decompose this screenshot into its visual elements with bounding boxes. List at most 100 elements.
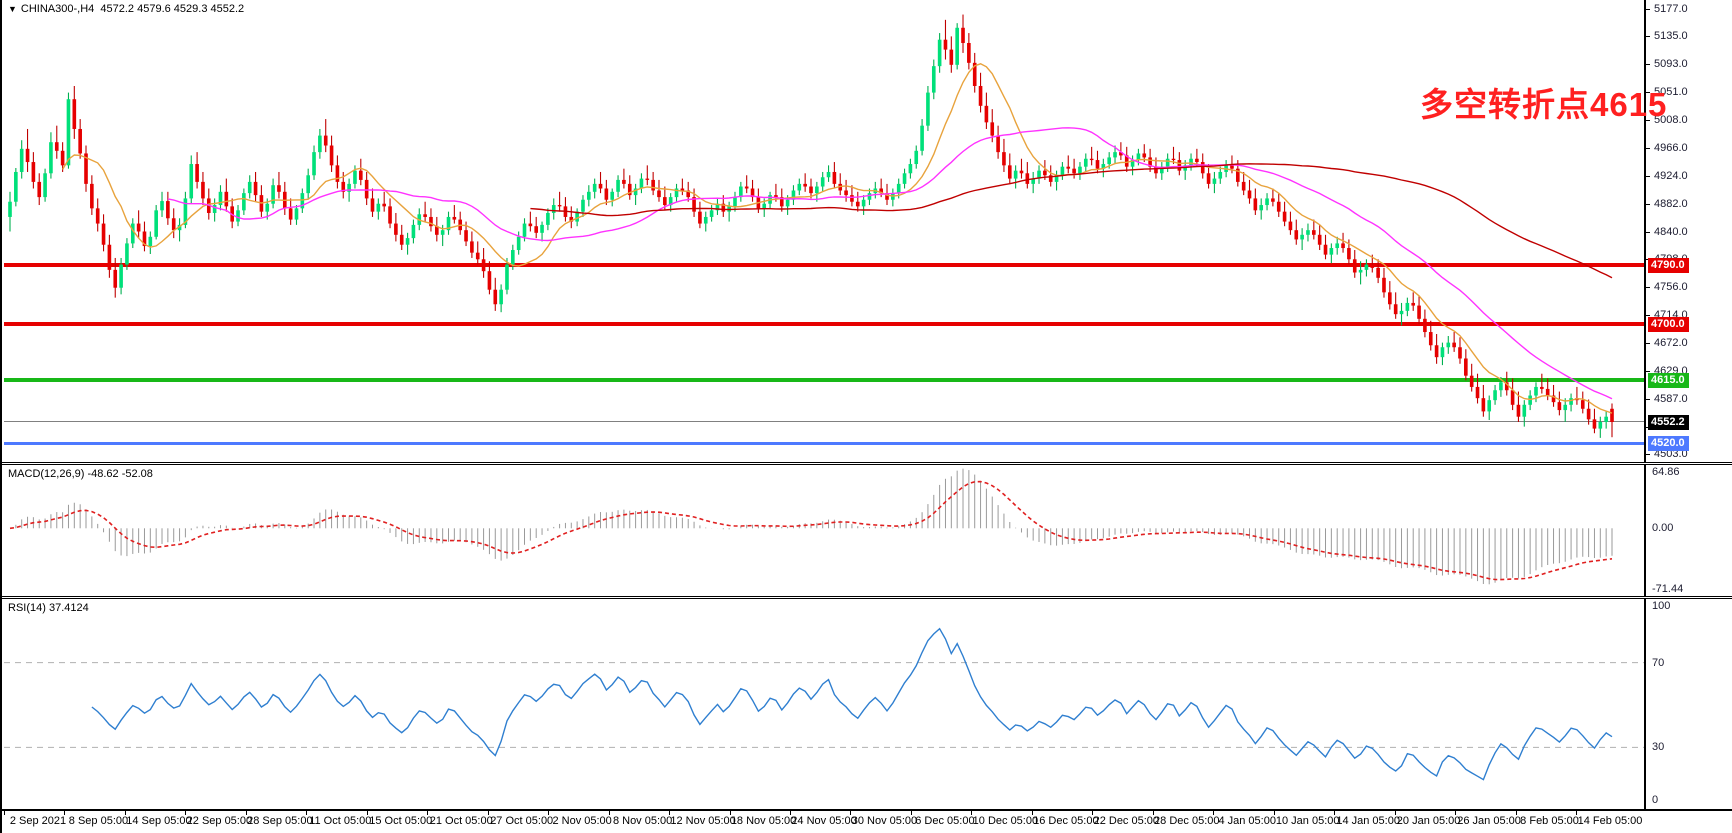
price-axis-tick: 4966.0 (1646, 143, 1688, 154)
time-axis-label: 14 Feb 05:00 (1577, 815, 1643, 827)
time-axis-label: 27 Oct 05:00 (490, 815, 554, 827)
level-line-4615[interactable] (4, 378, 1644, 383)
time-axis-tick (1152, 811, 1154, 815)
time-axis-label: 14 Sep 05:00 (126, 815, 192, 827)
rsi-plot-area[interactable] (4, 599, 1732, 809)
time-axis-label: 8 Sep 05:00 (68, 815, 129, 827)
price-tag-4790[interactable]: 4790.0 (1648, 257, 1689, 273)
time-axis-label: 8 Feb 05:00 (1520, 815, 1579, 827)
macd-axis-tick: -71.44 (1652, 583, 1684, 595)
time-axis-label: 20 Jan 05:00 (1396, 815, 1461, 827)
candlestick-series (8, 14, 1614, 438)
time-axis-tick (850, 811, 852, 815)
time-axis-tick (1092, 811, 1094, 815)
time-axis-label: 18 Nov 05:00 (730, 815, 797, 827)
price-axis[interactable]: 5177.0 5135.0 5093.0 5051.0 5008.0 4966.0 4924… (1644, 0, 1732, 462)
time-axis-label: 8 Nov 05:00 (612, 815, 673, 827)
time-axis-tick (1031, 811, 1033, 815)
time-axis-label: 4 Jan 05:00 (1218, 815, 1276, 827)
price-axis-tick: 5093.0 (1646, 59, 1688, 70)
time-axis-tick (910, 811, 912, 815)
time-axis-tick (729, 811, 731, 815)
price-axis-tick: 4629.0 (1646, 366, 1688, 377)
time-axis-label: 16 Dec 05:00 (1033, 815, 1099, 827)
macd-panel: 64.86 0.00 -71.44 (2, 464, 1732, 597)
price-tag-4615[interactable]: 4615.0 (1648, 373, 1689, 389)
price-tag-4700[interactable]: 4700.0 (1648, 317, 1689, 333)
rsi-axis-tick: 0 (1652, 794, 1659, 806)
macd-plot-area[interactable] (4, 465, 1732, 596)
time-axis-tick (245, 811, 247, 815)
time-axis-tick (669, 811, 671, 815)
level-line-4700[interactable] (4, 322, 1644, 327)
time-axis-tick (1334, 811, 1336, 815)
time-axis-label: 28 Dec 05:00 (1154, 815, 1220, 827)
time-axis-label: 11 Oct 05:00 (309, 815, 372, 827)
time-axis-tick (1213, 811, 1215, 815)
time-axis-label: 30 Nov 05:00 (851, 815, 918, 827)
price-axis-tick: 4714.0 (1646, 309, 1688, 321)
price-axis-tick: 5051.0 (1646, 86, 1688, 98)
time-axis-label: 22 Dec 05:00 (1093, 815, 1160, 827)
time-axis-tick (124, 811, 126, 815)
time-axis-tick (1273, 811, 1275, 815)
time-axis-tick (306, 811, 308, 815)
time-axis-tick (64, 811, 66, 815)
rsi-axis: 100 70 30 0 (1644, 599, 1732, 809)
time-axis-tick (548, 811, 550, 815)
time-axis-label: 14 Jan 05:00 (1336, 815, 1400, 827)
time-axis-label: 26 Jan 05:00 (1457, 815, 1521, 827)
time-axis-label: 28 Sep 05:00 (247, 815, 313, 827)
rsi-axis-tick: 70 (1652, 656, 1665, 669)
time-axis-tick (971, 811, 973, 815)
time-axis-label: 21 Oct 05:00 (429, 815, 493, 827)
macd-axis: 64.86 0.00 -71.44 (1644, 465, 1732, 596)
triangle-down-icon[interactable]: ▼ (8, 4, 17, 15)
macd-axis-tick: 0.00 (1652, 522, 1674, 535)
time-axis-label: 24 Nov 05:00 (791, 815, 857, 827)
time-axis-tick (4, 811, 5, 815)
time-axis-tick (487, 811, 489, 815)
price-axis-tick: 5008.0 (1646, 115, 1688, 126)
ohlc-values: 4572.2 4579.6 4529.3 4552.2 (100, 3, 245, 15)
price-axis-tick: 4882.0 (1646, 198, 1688, 210)
level-line-4790[interactable] (4, 262, 1644, 267)
price-panel: 5177.0 5135.0 5093.0 5051.0 5008.0 4966.0 4924… (2, 0, 1732, 463)
price-axis-tick: 4672.0 (1646, 337, 1688, 349)
time-axis[interactable]: 2 Sep 2021 8 Sep 05:00 14 Sep 05:00 22 Sep … (2, 810, 1732, 833)
macd-axis-tick: 64.86 (1652, 466, 1680, 478)
time-axis-label: 2 Nov 05:00 (552, 815, 612, 827)
time-axis-label: 10 Dec 05:00 (972, 815, 1039, 827)
time-axis-tick (1515, 811, 1517, 815)
macd-title: MACD(12,26,9) -48.62 -52.08 (8, 468, 153, 480)
time-axis-label: 15 Oct 05:00 (369, 815, 433, 827)
time-axis-tick (366, 811, 368, 815)
price-axis-tick: 4587.0 (1646, 393, 1688, 405)
rsi-panel: 100 70 30 0 (2, 598, 1732, 810)
rsi-axis-tick: 30 (1652, 741, 1665, 754)
time-axis-label: 12 Nov 05:00 (670, 815, 736, 827)
chart-annotation: 多空转折点4615 (1420, 86, 1668, 123)
rsi-axis-tick: 100 (1652, 600, 1671, 612)
price-tag-4520[interactable]: 4520.0 (1648, 436, 1689, 452)
time-axis-tick (608, 811, 610, 815)
level-line-last-price[interactable] (4, 421, 1644, 423)
price-axis-tick: 4503.0 (1646, 449, 1688, 460)
level-line-4520[interactable] (4, 441, 1644, 445)
time-axis-tick (427, 811, 429, 815)
price-axis-tick: 5177.0 (1646, 3, 1688, 15)
chart-header: ▼ CHINA300-,H4 4572.2 4579.6 4529.3 4552.… (8, 3, 244, 15)
rsi-title: RSI(14) 37.4124 (8, 602, 89, 614)
price-axis-tick: 4840.0 (1646, 226, 1688, 238)
symbol-timeframe-label: CHINA300-,H4 (20, 3, 95, 15)
time-axis-label: 10 Jan 05:00 (1275, 815, 1340, 827)
price-axis-tick: 5135.0 (1646, 31, 1688, 42)
time-axis-label: 6 Dec 05:00 (915, 815, 975, 827)
price-plot-area[interactable] (4, 0, 1732, 462)
rsi-series (4, 627, 1644, 781)
price-tag-last[interactable]: 4552.2 (1648, 414, 1689, 430)
time-axis-tick (790, 811, 791, 815)
time-axis-tick (1394, 811, 1396, 815)
time-axis-tick (1576, 811, 1577, 815)
